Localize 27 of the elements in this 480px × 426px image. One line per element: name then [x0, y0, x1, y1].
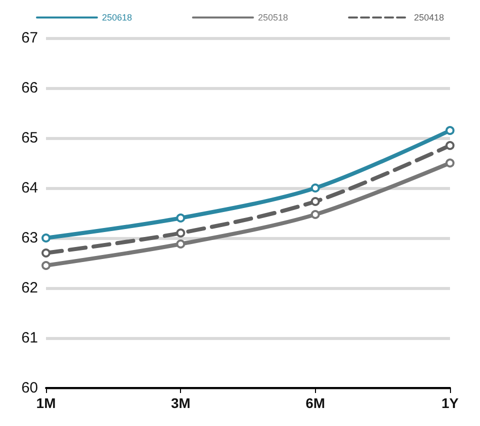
point	[176, 240, 186, 248]
y-tick-label: 65	[21, 130, 38, 146]
y-tick-label: 66	[21, 80, 38, 96]
x-tick-label: 3M	[170, 395, 190, 411]
y-tick-label: 60	[21, 380, 38, 396]
point	[42, 261, 50, 270]
y-tick-label: 64	[21, 180, 38, 196]
x-tick-label: 1M	[36, 395, 56, 411]
text: 250518	[258, 12, 288, 22]
point	[310, 197, 320, 206]
point	[176, 214, 186, 222]
text: 250618	[102, 12, 132, 22]
y-tick-label: 67	[21, 30, 38, 46]
point	[176, 228, 186, 238]
point	[446, 126, 454, 135]
point	[446, 141, 454, 150]
point	[310, 184, 320, 192]
y-tick-label: 63	[21, 230, 38, 246]
point	[446, 158, 454, 168]
y-tick-label: 61	[21, 330, 38, 346]
point	[42, 248, 50, 258]
text: 250418	[414, 12, 444, 22]
point	[310, 210, 320, 219]
x-tick-label: 1Y	[441, 395, 460, 411]
point	[42, 234, 50, 242]
y-tick-label: 62	[21, 280, 38, 296]
x-tick-label: 6M	[306, 395, 326, 411]
